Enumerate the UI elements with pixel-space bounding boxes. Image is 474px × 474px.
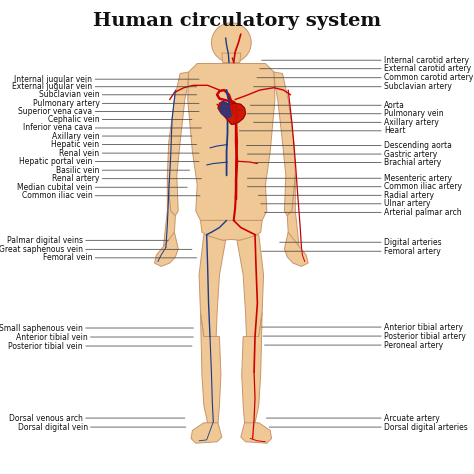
- Text: Axillary vein: Axillary vein: [52, 132, 192, 140]
- Text: Pulmonary artery: Pulmonary artery: [33, 99, 199, 108]
- Text: Subclavian artery: Subclavian artery: [254, 82, 452, 91]
- Polygon shape: [287, 175, 299, 249]
- Polygon shape: [242, 313, 262, 424]
- Text: Common iliac vein: Common iliac vein: [22, 191, 200, 200]
- Text: External carotid artery: External carotid artery: [260, 64, 471, 73]
- Polygon shape: [167, 72, 189, 216]
- Polygon shape: [219, 101, 231, 118]
- Text: Anterior tibial artery: Anterior tibial artery: [262, 323, 463, 331]
- Text: Ulnar artery: Ulnar artery: [261, 200, 430, 208]
- Polygon shape: [201, 220, 262, 240]
- Text: Heart: Heart: [239, 127, 405, 135]
- Text: Peroneal artery: Peroneal artery: [264, 341, 443, 349]
- Circle shape: [211, 23, 251, 63]
- Text: Gastric artery: Gastric artery: [247, 150, 437, 158]
- Polygon shape: [274, 72, 295, 216]
- Text: Superior vena cava: Superior vena cava: [18, 107, 199, 116]
- Polygon shape: [191, 423, 222, 443]
- Polygon shape: [237, 235, 264, 339]
- Text: Dorsal venous arch: Dorsal venous arch: [9, 414, 185, 422]
- Text: Pulmonary vein: Pulmonary vein: [247, 109, 444, 118]
- Text: Dorsal digital vein: Dorsal digital vein: [18, 423, 186, 431]
- Text: Internal carotid artery: Internal carotid artery: [262, 56, 469, 64]
- Text: Aorta: Aorta: [250, 101, 405, 109]
- Text: Arcuate artery: Arcuate artery: [266, 414, 440, 422]
- Polygon shape: [241, 423, 272, 443]
- Polygon shape: [201, 313, 221, 424]
- Polygon shape: [284, 232, 308, 266]
- Polygon shape: [164, 175, 175, 249]
- Text: Small saphenous vein: Small saphenous vein: [0, 324, 193, 332]
- Text: Axillary artery: Axillary artery: [254, 118, 439, 127]
- Text: Basilic vein: Basilic vein: [56, 166, 190, 174]
- Text: Great saphenous vein: Great saphenous vein: [0, 245, 192, 254]
- Text: Inferior vena cava: Inferior vena cava: [23, 124, 201, 132]
- Text: Hepatic portal vein: Hepatic portal vein: [19, 157, 199, 166]
- Text: Renal vein: Renal vein: [59, 149, 199, 157]
- Text: Femoral artery: Femoral artery: [262, 247, 441, 255]
- Text: Descending aorta: Descending aorta: [246, 141, 452, 150]
- Polygon shape: [188, 64, 275, 220]
- Polygon shape: [222, 53, 241, 63]
- Polygon shape: [199, 235, 226, 339]
- Text: Radial artery: Radial artery: [258, 191, 434, 200]
- Text: Femoral vein: Femoral vein: [43, 254, 197, 262]
- Text: Dorsal digital arteries: Dorsal digital arteries: [269, 423, 468, 431]
- Text: Common carotid artery: Common carotid artery: [257, 73, 473, 82]
- Text: Median cubital vein: Median cubital vein: [17, 183, 187, 191]
- Text: External jugular vein: External jugular vein: [12, 82, 197, 91]
- Text: Posterior tibial artery: Posterior tibial artery: [263, 332, 466, 340]
- Text: Anterior tibial vein: Anterior tibial vein: [16, 333, 193, 341]
- Polygon shape: [155, 232, 178, 266]
- Text: Digital arteries: Digital arteries: [280, 238, 442, 246]
- Text: Common iliac artery: Common iliac artery: [247, 182, 462, 191]
- Polygon shape: [218, 101, 246, 124]
- Text: Internal jugular vein: Internal jugular vein: [14, 75, 199, 83]
- Text: Brachial artery: Brachial artery: [255, 158, 441, 167]
- Text: Cephalic vein: Cephalic vein: [48, 115, 192, 124]
- Text: Hepatic vein: Hepatic vein: [51, 140, 197, 149]
- Text: Renal artery: Renal artery: [52, 174, 201, 183]
- Text: Posterior tibial vein: Posterior tibial vein: [9, 342, 192, 350]
- Text: Human circulatory system: Human circulatory system: [93, 12, 381, 30]
- Text: Mesenteric artery: Mesenteric artery: [247, 174, 452, 182]
- Text: Palmar digital veins: Palmar digital veins: [7, 236, 168, 245]
- Text: Arterial palmar arch: Arterial palmar arch: [264, 208, 462, 217]
- Text: Subclavian vein: Subclavian vein: [39, 91, 197, 99]
